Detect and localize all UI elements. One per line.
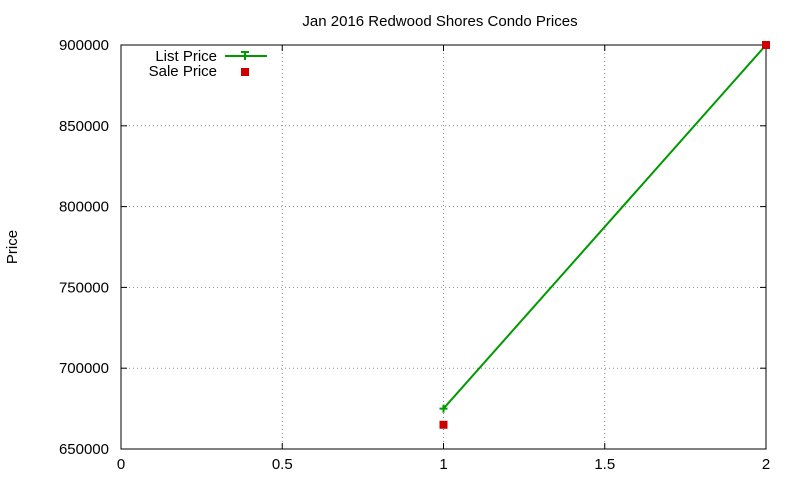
y-axis-label: Price [4,230,21,264]
x-tick-label: 0.5 [272,456,293,473]
sale-price-point [762,41,770,49]
series-layer [439,41,770,429]
legend-plus-marker-icon [241,51,249,60]
legend-square-marker-icon [241,68,249,76]
y-tick-label: 650000 [59,441,109,458]
y-tick-label: 900000 [59,37,109,54]
x-tick-label: 0 [117,456,125,473]
x-tick-label: 1 [439,456,447,473]
legend-label-sale-price: Sale Price [149,63,217,80]
x-tick-label: 2 [762,456,770,473]
x-tick-label: 1.5 [594,456,615,473]
y-tick-label: 700000 [59,360,109,377]
list-price-line [442,44,767,410]
y-tick-label: 800000 [59,199,109,216]
tick-layer: 0 0.5 1 1.5 2 650000 700000 750000 800000 850000 9… [59,37,770,473]
legend-label-list-price: List Price [155,48,217,65]
chart-title: Jan 2016 Redwood Shores Condo Prices [302,13,577,30]
sale-price-point [439,420,448,429]
list-price-point [439,404,448,413]
y-tick-label: 850000 [59,118,109,135]
legend: List Price Sale Price [149,48,267,80]
grid-layer [121,45,766,449]
y-tick-label: 750000 [59,279,109,296]
